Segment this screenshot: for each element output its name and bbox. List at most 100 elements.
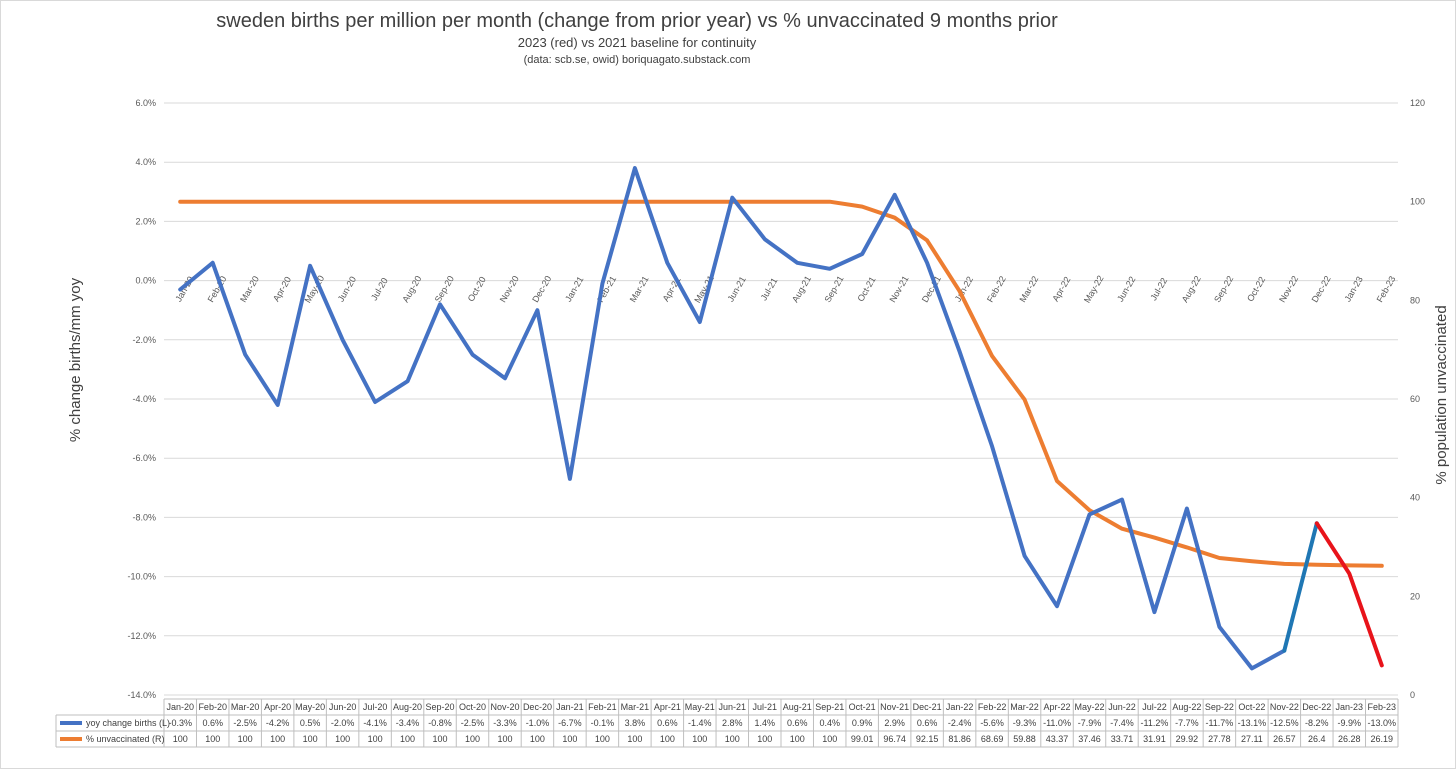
table-header-cell: Jun-21 xyxy=(719,702,747,712)
y-tick-label: -10.0% xyxy=(127,572,156,582)
y2-axis-title: % population unvaccinated xyxy=(1433,305,1450,484)
table-header-cell: Nov-21 xyxy=(880,702,909,712)
table-header-cell: May-20 xyxy=(295,702,325,712)
y2-tick-label: 40 xyxy=(1410,493,1420,503)
table-cell-yoy: -2.5% xyxy=(461,718,485,728)
table-cell-unvaccinated: 33.71 xyxy=(1111,734,1134,744)
chart-title: sweden births per million per month (cha… xyxy=(216,10,1058,32)
table-cell-yoy: -1.4% xyxy=(688,718,712,728)
y-tick-label: 2.0% xyxy=(135,216,156,226)
y-tick-label: -12.0% xyxy=(127,631,156,641)
table-cell-yoy: -3.4% xyxy=(396,718,420,728)
y-tick-label: -14.0% xyxy=(127,690,156,700)
table-cell-yoy: -2.4% xyxy=(948,718,972,728)
table-header-cell: Aug-21 xyxy=(783,702,812,712)
table-header-cell: Feb-21 xyxy=(588,702,617,712)
table-cell-unvaccinated: 43.37 xyxy=(1046,734,1069,744)
table-cell-yoy: -9.3% xyxy=(1013,718,1037,728)
y-tick-label: -8.0% xyxy=(132,512,156,522)
table-cell-unvaccinated: 29.92 xyxy=(1176,734,1199,744)
table-header-cell: Aug-22 xyxy=(1172,702,1201,712)
table-cell-unvaccinated: 31.91 xyxy=(1143,734,1166,744)
table-cell-yoy: -11.0% xyxy=(1043,718,1071,728)
table-cell-yoy: 2.8% xyxy=(722,718,743,728)
table-cell-unvaccinated: 26.19 xyxy=(1370,734,1393,744)
table-cell-yoy: 0.5% xyxy=(300,718,321,728)
table-cell-yoy: -9.9% xyxy=(1338,718,1362,728)
table-cell-unvaccinated: 100 xyxy=(692,734,707,744)
table-header-cell: Nov-22 xyxy=(1270,702,1299,712)
table-cell-unvaccinated: 100 xyxy=(238,734,253,744)
table-cell-yoy: 3.8% xyxy=(625,718,646,728)
y-tick-label: -4.0% xyxy=(132,394,156,404)
table-cell-unvaccinated: 81.86 xyxy=(948,734,971,744)
table-cell-unvaccinated: 92.15 xyxy=(916,734,939,744)
table-header-cell: Dec-22 xyxy=(1302,702,1331,712)
table-header-cell: Jan-20 xyxy=(166,702,194,712)
table-header-cell: Oct-21 xyxy=(849,702,876,712)
table-cell-unvaccinated: 100 xyxy=(725,734,740,744)
table-cell-yoy: -13.0% xyxy=(1367,718,1396,728)
table-cell-yoy: 0.9% xyxy=(852,718,873,728)
table-cell-yoy: -11.7% xyxy=(1205,718,1233,728)
table-cell-unvaccinated: 100 xyxy=(562,734,577,744)
legend-label: yoy change births (L) xyxy=(86,718,170,728)
table-cell-yoy: -0.3% xyxy=(168,718,192,728)
table-cell-unvaccinated: 26.28 xyxy=(1338,734,1361,744)
table-header-cell: Jul-22 xyxy=(1142,702,1167,712)
table-header-cell: May-22 xyxy=(1074,702,1104,712)
y-axis-left: 6.0% 4.0% 2.0% 0.0% -2.0% -4.0% -6.0% -8.0% -10.… xyxy=(127,98,156,700)
table-cell-unvaccinated: 100 xyxy=(433,734,448,744)
table-cell-unvaccinated: 100 xyxy=(303,734,318,744)
table-cell-yoy: -7.9% xyxy=(1078,718,1102,728)
table-cell-yoy: 0.6% xyxy=(787,718,808,728)
table-cell-yoy: -11.2% xyxy=(1141,718,1169,728)
table-cell-unvaccinated: 100 xyxy=(335,734,350,744)
table-cell-unvaccinated: 100 xyxy=(173,734,188,744)
table-cell-unvaccinated: 99.01 xyxy=(851,734,874,744)
series-lines xyxy=(178,166,1384,671)
table-header-cell: Jan-22 xyxy=(946,702,974,712)
chart-source: (data: scb.se, owid) boriquagato.substac… xyxy=(524,54,751,66)
table-cell-unvaccinated: 100 xyxy=(595,734,610,744)
table-cell-unvaccinated: 100 xyxy=(530,734,545,744)
table-cell-unvaccinated: 100 xyxy=(757,734,772,744)
table-cell-unvaccinated: 100 xyxy=(497,734,512,744)
table-header-cell: Dec-21 xyxy=(913,702,942,712)
table-cell-unvaccinated: 100 xyxy=(790,734,805,744)
table-header-cell: Aug-20 xyxy=(393,702,422,712)
table-cell-unvaccinated: 100 xyxy=(205,734,220,744)
table-cell-unvaccinated: 100 xyxy=(822,734,837,744)
y-axis-title: % change births/mm yoy xyxy=(67,277,84,442)
table-header-cell: Jan-23 xyxy=(1336,702,1364,712)
table-header-cell: Sep-21 xyxy=(815,702,844,712)
table-cell-unvaccinated: 96.74 xyxy=(883,734,906,744)
table-cell-yoy: -6.7% xyxy=(558,718,582,728)
table-header-cell: Apr-20 xyxy=(264,702,291,712)
table-header-cell: Oct-20 xyxy=(459,702,486,712)
table-header-cell: Feb-23 xyxy=(1367,702,1396,712)
table-cell-yoy: -4.2% xyxy=(266,718,290,728)
table-header-cell: Jul-20 xyxy=(363,702,388,712)
table-header-cell: Apr-21 xyxy=(654,702,681,712)
table-cell-unvaccinated: 68.69 xyxy=(981,734,1004,744)
table-cell-yoy: 0.6% xyxy=(917,718,938,728)
table-cell-unvaccinated: 100 xyxy=(627,734,642,744)
y-tick-label: 0.0% xyxy=(135,276,156,286)
table-cell-yoy: 0.4% xyxy=(819,718,840,728)
table-cell-yoy: -5.6% xyxy=(980,718,1004,728)
table-cell-unvaccinated: 27.78 xyxy=(1208,734,1231,744)
table-cell-unvaccinated: 100 xyxy=(368,734,383,744)
gridlines xyxy=(164,102,1398,696)
table-cell-unvaccinated: 26.57 xyxy=(1273,734,1296,744)
table-header-cell: Feb-20 xyxy=(198,702,227,712)
data-table: Jan-20 -0.3% 100 Feb-20 0.6% 100 Mar-20 -2.5% 10… xyxy=(55,698,1399,748)
table-header-cell: Jun-22 xyxy=(1108,702,1136,712)
table-header-cell: Jul-21 xyxy=(753,702,778,712)
legend-label: % unvaccinated (R) xyxy=(86,734,165,744)
table-header-cell: Feb-22 xyxy=(978,702,1007,712)
y-tick-label: 6.0% xyxy=(135,98,156,108)
table-header-cell: Mar-22 xyxy=(1010,702,1039,712)
series-line-yoy-births xyxy=(178,166,1287,671)
table-cell-unvaccinated: 100 xyxy=(270,734,285,744)
